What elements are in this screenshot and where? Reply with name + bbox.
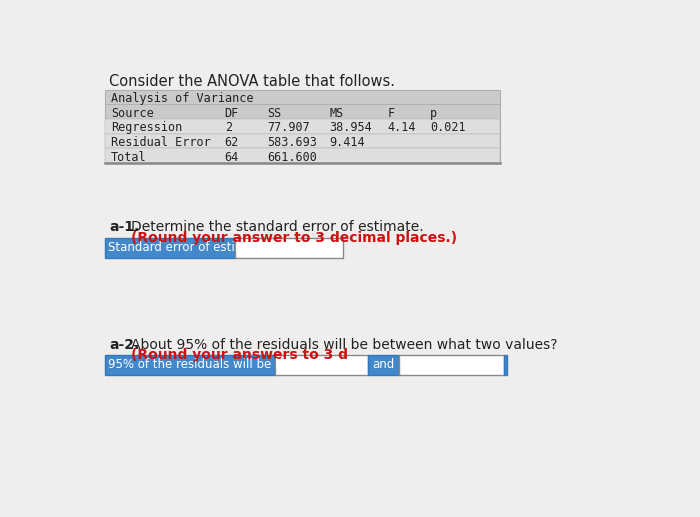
Text: 2: 2 (225, 121, 232, 134)
Text: Regression: Regression (111, 121, 182, 134)
Text: 661.600: 661.600 (267, 150, 317, 163)
Text: Determine the standard error of estimate.: Determine the standard error of estimate… (131, 220, 428, 234)
Text: a-1.: a-1. (109, 220, 139, 234)
Text: 9.414: 9.414 (329, 136, 365, 149)
Bar (104, 355, 275, 375)
Text: Total: Total (111, 150, 146, 163)
Bar (104, 134, 500, 148)
Text: 583.693: 583.693 (267, 136, 317, 149)
Text: a-2.: a-2. (109, 338, 139, 352)
Text: (Round your answers to 3 d: (Round your answers to 3 d (131, 348, 348, 362)
Text: 38.954: 38.954 (329, 121, 372, 134)
Text: 4.14: 4.14 (387, 121, 416, 134)
Bar (104, 104, 500, 119)
Bar (104, 90, 500, 163)
Bar (234, 238, 343, 257)
Bar (504, 355, 507, 375)
Text: p: p (430, 107, 438, 120)
Bar (275, 355, 368, 375)
Text: 77.907: 77.907 (267, 121, 310, 134)
Text: 64: 64 (225, 150, 239, 163)
Text: SS: SS (267, 107, 281, 120)
Text: Residual Error: Residual Error (111, 136, 211, 149)
Bar (104, 148, 500, 163)
Bar (368, 355, 399, 375)
Text: 0.021: 0.021 (430, 121, 466, 134)
Text: Standard error of estimate: Standard error of estimate (108, 241, 265, 254)
Bar (399, 355, 504, 375)
Text: and: and (372, 358, 394, 372)
Bar (104, 90, 500, 104)
Text: (Round your answer to 3 decimal places.): (Round your answer to 3 decimal places.) (131, 231, 457, 245)
Bar (104, 238, 234, 257)
Text: 62: 62 (225, 136, 239, 149)
Text: Analysis of Variance: Analysis of Variance (111, 92, 253, 105)
Text: MS: MS (329, 107, 344, 120)
Bar (104, 119, 500, 134)
Text: Consider the ANOVA table that follows.: Consider the ANOVA table that follows. (109, 74, 395, 89)
Text: About 95% of the residuals will be between what two values?: About 95% of the residuals will be betwe… (131, 338, 562, 352)
Text: DF: DF (225, 107, 239, 120)
Text: F: F (387, 107, 395, 120)
Text: 95% of the residuals will be between: 95% of the residuals will be between (108, 358, 326, 372)
Text: Source: Source (111, 107, 153, 120)
